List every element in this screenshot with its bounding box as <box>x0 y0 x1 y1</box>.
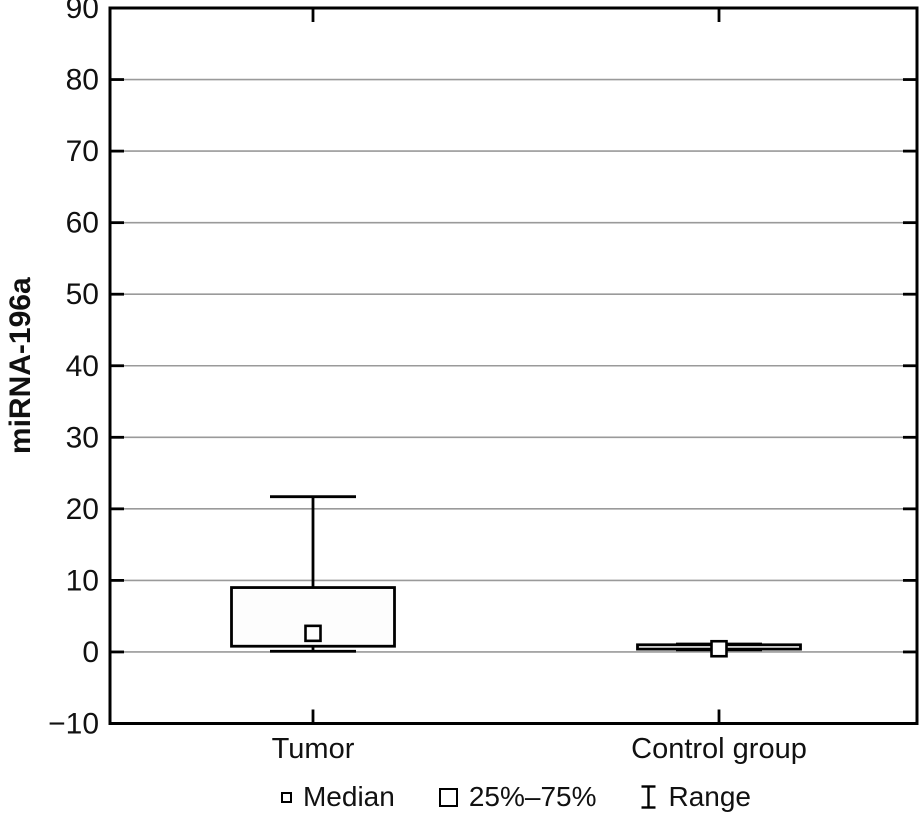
range-ibeam-icon <box>641 785 656 809</box>
legend-item-median: Median <box>280 781 395 813</box>
median-marker-icon <box>280 791 292 803</box>
plot-border <box>108 6 919 725</box>
y-tick-label: −10 <box>48 708 99 741</box>
x-category-label: Control group <box>631 733 807 765</box>
iqr-box-icon <box>438 787 458 807</box>
y-tick-label: 30 <box>66 421 99 454</box>
y-tick-label: 80 <box>66 64 99 97</box>
y-tick-label: 10 <box>66 564 99 597</box>
x-category-label: Tumor <box>272 733 355 765</box>
y-tick-label: 20 <box>66 493 99 526</box>
chart-legend: Median 25%–75% Range <box>110 775 922 819</box>
y-tick-label: 60 <box>66 207 99 240</box>
y-tick-label: 90 <box>66 0 99 25</box>
legend-label-median: Median <box>302 781 395 812</box>
y-tick-label: 70 <box>66 135 99 168</box>
median-marker <box>710 639 728 658</box>
legend-label-iqr: 25%–75% <box>468 781 597 812</box>
y-tick-label: 50 <box>66 278 99 311</box>
legend-label-range: Range <box>668 781 751 812</box>
median-marker <box>304 624 322 643</box>
y-tick-label: 0 <box>82 636 99 669</box>
y-axis-title: miRNA-196a <box>4 277 37 454</box>
legend-item-range: Range <box>640 781 751 813</box>
y-tick-label: 40 <box>66 350 99 383</box>
legend-item-iqr: 25%–75% <box>438 781 597 813</box>
